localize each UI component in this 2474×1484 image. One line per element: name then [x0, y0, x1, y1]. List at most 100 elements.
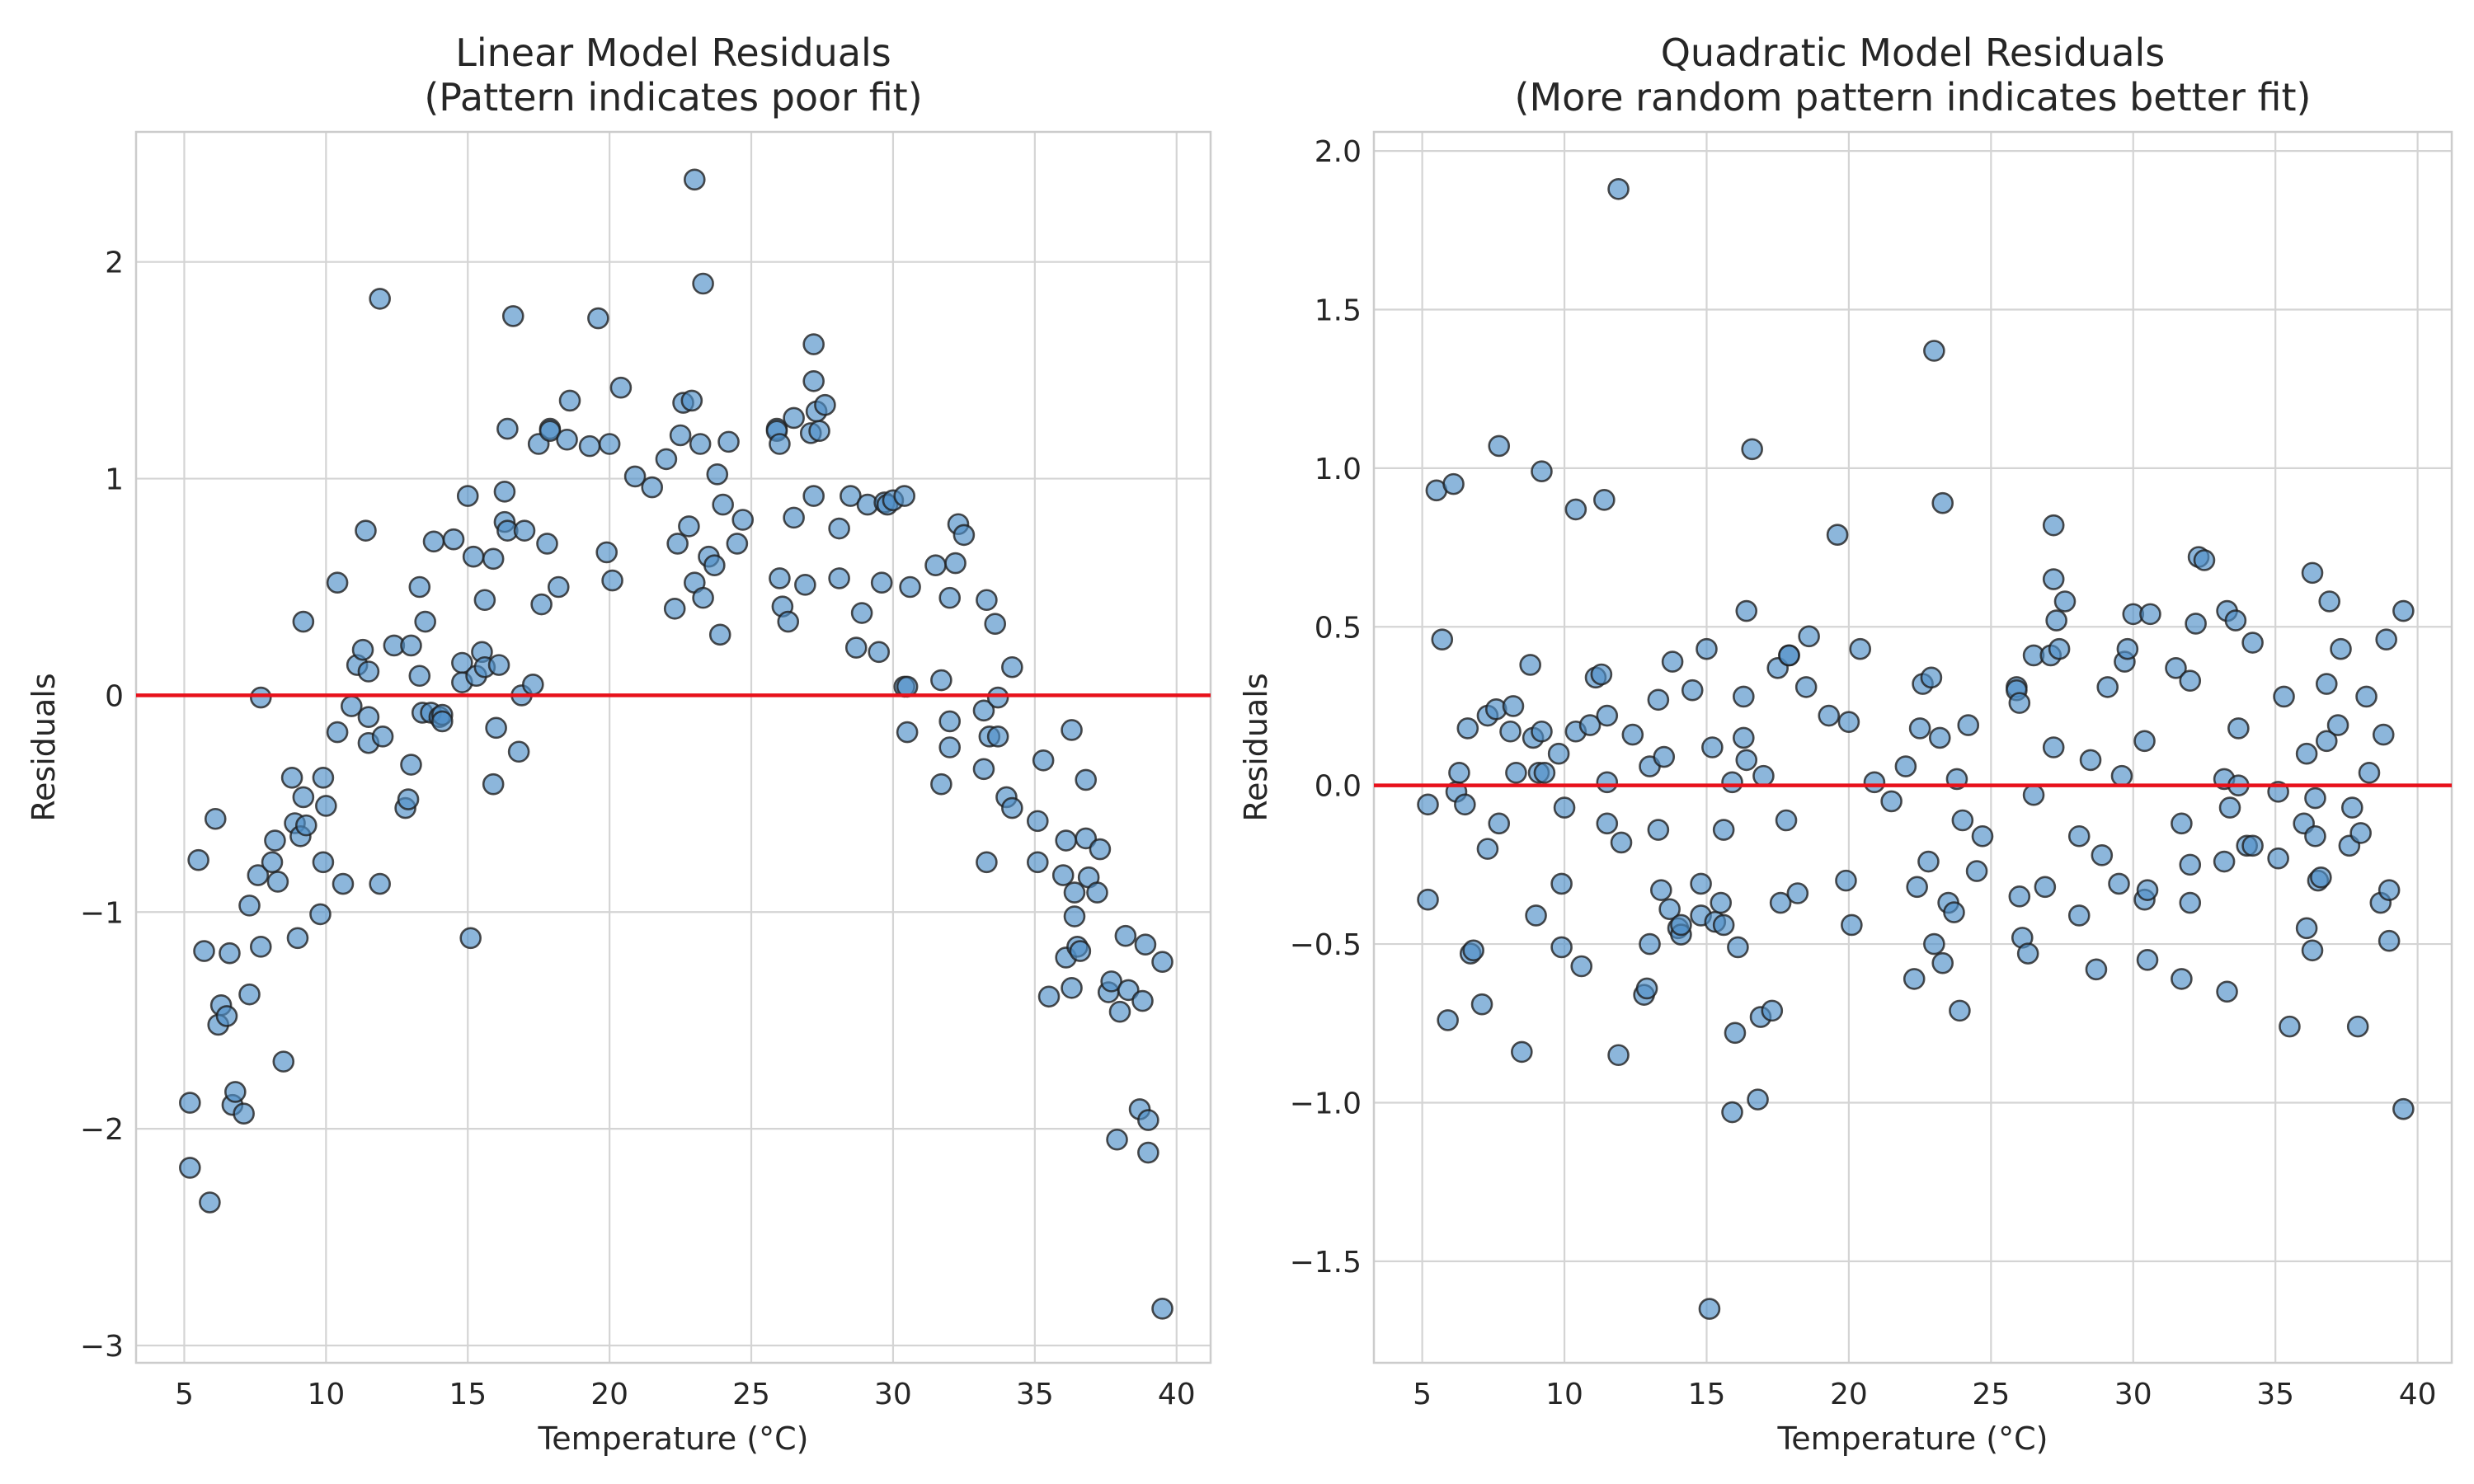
- scatter-point: [2392, 1097, 2415, 1120]
- scatter-point: [2241, 834, 2264, 857]
- scatter-point: [369, 872, 391, 895]
- scatter-point: [1519, 654, 1541, 676]
- scatter-point: [482, 547, 505, 571]
- scatter-point: [1063, 881, 1086, 904]
- scatter-point: [587, 307, 609, 330]
- scatter-point: [708, 623, 731, 646]
- scatter-point: [1735, 749, 1758, 772]
- scatter-point: [1798, 625, 1820, 648]
- scatter-point: [1607, 1044, 1630, 1067]
- scatter-point: [2358, 761, 2381, 784]
- scatter-point: [598, 433, 621, 455]
- scatter-point: [1894, 755, 1917, 777]
- axes-frame: [1372, 130, 2453, 1364]
- scatter-point: [2171, 968, 2193, 990]
- scatter-point: [1841, 913, 1863, 937]
- x-tick-label: 35: [2256, 1378, 2294, 1411]
- chart-title-line-1: Linear Model Residuals: [455, 31, 891, 75]
- scatter-point: [808, 420, 830, 443]
- scatter-point: [2378, 929, 2401, 952]
- scatter-point: [1086, 881, 1108, 904]
- scatter-point: [2034, 876, 2057, 899]
- scatter-point: [2349, 822, 2372, 844]
- scatter-point: [1114, 924, 1137, 947]
- scatter-point: [247, 864, 270, 886]
- scatter-point: [2318, 590, 2341, 613]
- scatter-point: [2267, 847, 2289, 870]
- x-tick-label: 35: [1016, 1378, 1054, 1411]
- scatter-point: [2213, 850, 2236, 873]
- scatter-point: [179, 1157, 201, 1179]
- scatter-point: [2372, 723, 2395, 746]
- scatter-point: [414, 610, 436, 633]
- scatter-point: [2193, 549, 2216, 571]
- scatter-point: [522, 673, 544, 696]
- scatter-point: [1061, 976, 1083, 999]
- scatter-point: [1710, 891, 1733, 914]
- scatter-point: [2179, 891, 2202, 914]
- scatter-point: [814, 393, 836, 416]
- y-tick-label: −1.0: [1290, 1087, 1362, 1120]
- scatter-point: [249, 686, 272, 709]
- scatter-point: [513, 519, 536, 542]
- scatter-point: [717, 430, 740, 453]
- scatter-point: [266, 871, 289, 893]
- y-axis-label: Residuals: [26, 673, 62, 821]
- scatter-point: [224, 1081, 247, 1103]
- scatter-point: [944, 552, 967, 575]
- scatter-point: [1511, 1040, 1533, 1064]
- scatter-point: [689, 433, 712, 455]
- scatter-point: [1635, 977, 1658, 1000]
- scatter-point: [1470, 993, 1493, 1016]
- scatter-point: [1131, 989, 1154, 1012]
- scatter-point: [1778, 644, 1800, 667]
- scatter-point: [1026, 851, 1049, 874]
- scatter-point: [1661, 650, 1684, 673]
- scatter-point: [938, 586, 962, 609]
- scatter-point: [1001, 796, 1023, 819]
- x-axis-label: Temperature (°C): [538, 1421, 809, 1457]
- scatter-point: [1075, 768, 1098, 791]
- scatter-point: [2392, 599, 2415, 622]
- scatter-point: [315, 795, 337, 817]
- scatter-point: [397, 788, 420, 810]
- scatter-point: [870, 571, 893, 594]
- scatter-point: [1417, 793, 1439, 816]
- scatter-point: [501, 305, 524, 327]
- scatter-point: [292, 786, 315, 809]
- scatter-point: [2346, 1015, 2369, 1038]
- scatter-point: [351, 638, 374, 661]
- scatter-point: [1971, 824, 1994, 848]
- scatter-point: [1525, 904, 1547, 927]
- linear-residuals-panel: 5 10 15 20 25 30 35 40 −3 −2 −1 0 1 2 Temperature (°C)…: [26, 31, 1212, 1457]
- scatter-point: [456, 485, 479, 507]
- scatter-point: [1931, 951, 1954, 974]
- x-tick-label: 30: [874, 1378, 912, 1411]
- scatter-point: [280, 766, 303, 789]
- scatter-point: [1596, 812, 1619, 835]
- scatter-point: [678, 515, 700, 538]
- scatter-point: [2042, 514, 2065, 537]
- scatter-point: [2301, 939, 2324, 962]
- scatter-point: [1880, 790, 1903, 813]
- y-axis-label: Residuals: [1238, 673, 1274, 821]
- axes-frame: [134, 130, 1212, 1364]
- x-tick-label: 40: [2399, 1378, 2437, 1411]
- scatter-point: [972, 758, 995, 781]
- chart-title-line-2: (Pattern indicates poor fit): [424, 75, 922, 120]
- scatter-point: [1965, 860, 1988, 882]
- scatter-point: [1533, 761, 1556, 784]
- y-tick-label: −2: [80, 1113, 124, 1147]
- scatter-point: [2315, 730, 2338, 753]
- scatter-point: [655, 448, 678, 471]
- scatter-point: [1108, 1000, 1131, 1023]
- scatter-point: [408, 575, 431, 599]
- x-tick-label: 30: [2114, 1378, 2152, 1411]
- scatter-point: [1456, 717, 1479, 740]
- scatter-point: [1658, 898, 1681, 921]
- scatter-point: [1917, 850, 1940, 873]
- scatter-point: [408, 665, 431, 688]
- scatter-point: [1448, 761, 1470, 784]
- scatter-point: [976, 851, 998, 874]
- scatter-point: [2133, 730, 2156, 753]
